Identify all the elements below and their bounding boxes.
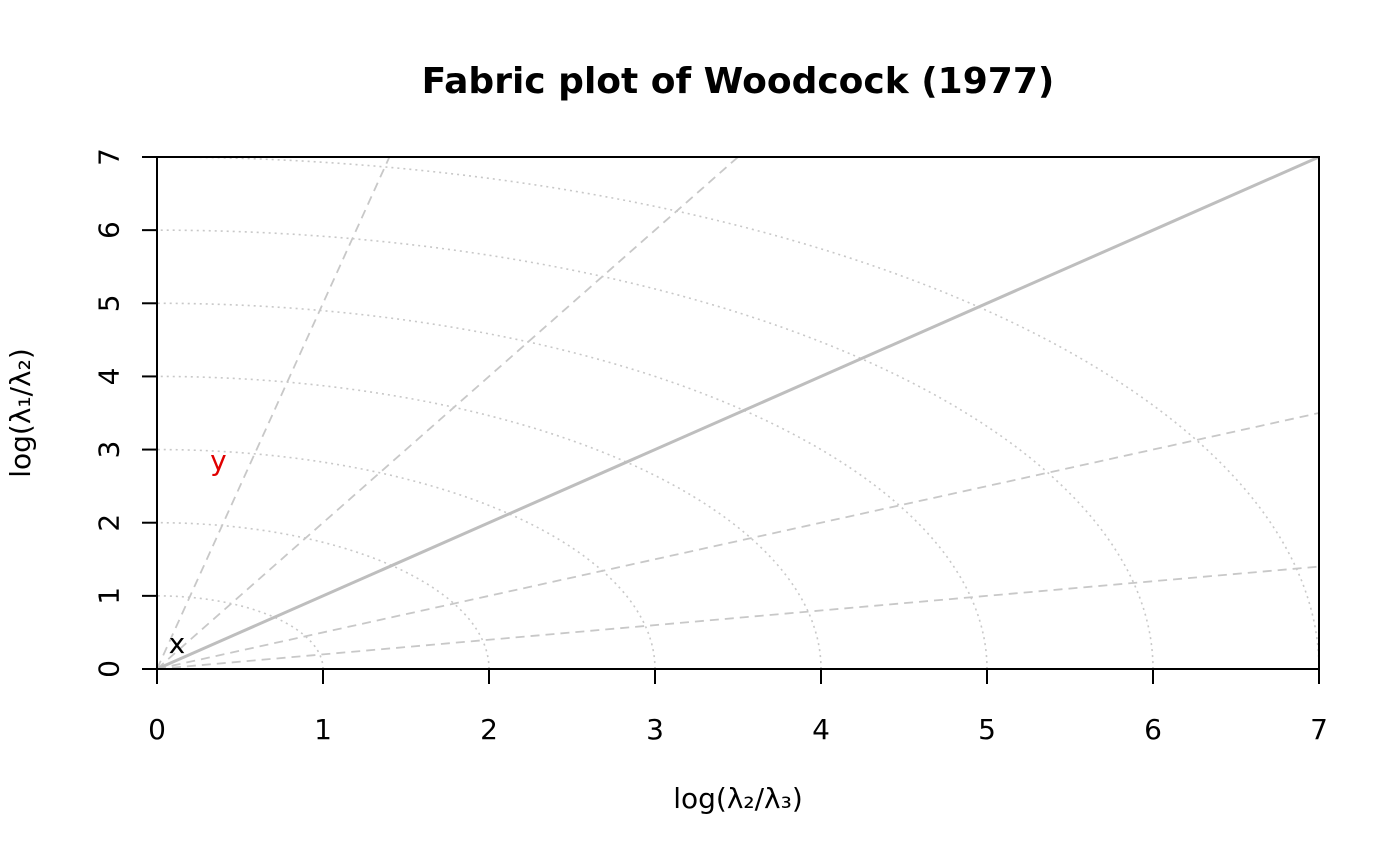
x-axis: 0 1 2 3 4 5 6 7 bbox=[148, 669, 1328, 746]
y-tick-label: 6 bbox=[93, 221, 126, 239]
y-tick-label: 2 bbox=[93, 514, 126, 532]
x-axis-label: log(λ₂/λ₃) bbox=[673, 782, 803, 815]
y-tick-label: 0 bbox=[93, 660, 126, 678]
guide-line bbox=[157, 157, 740, 669]
y-tick-label: 4 bbox=[93, 368, 126, 386]
reference-line bbox=[156, 155, 1320, 671]
guide-line bbox=[157, 412, 1319, 669]
guide-arc bbox=[157, 448, 656, 669]
chart-title: Fabric plot of Woodcock (1977) bbox=[422, 61, 1055, 102]
x-tick-label: 1 bbox=[314, 713, 332, 746]
x-tick-label: 5 bbox=[978, 713, 996, 746]
x-tick-label: 6 bbox=[1144, 713, 1162, 746]
point-y: y bbox=[210, 444, 227, 477]
y-tick-label: 5 bbox=[93, 294, 126, 312]
y-axis: 0 1 2 3 4 5 6 7 bbox=[93, 148, 157, 678]
plot-frame bbox=[156, 156, 1320, 670]
point-x: x bbox=[169, 627, 186, 660]
x-tick-label: 4 bbox=[812, 713, 830, 746]
guide-line bbox=[157, 565, 1319, 669]
y-tick-label: 1 bbox=[93, 587, 126, 605]
y-tick-label: 3 bbox=[93, 441, 126, 459]
y-axis-label: log(λ₁/λ₂) bbox=[4, 348, 37, 478]
y-tick-label: 7 bbox=[93, 148, 126, 166]
guide-arc bbox=[157, 521, 490, 669]
x-tick-label: 0 bbox=[148, 713, 166, 746]
points-layer: xy bbox=[169, 444, 227, 660]
x-tick-label: 3 bbox=[646, 713, 664, 746]
x-tick-label: 7 bbox=[1310, 713, 1328, 746]
guide-arc bbox=[157, 375, 822, 669]
reference-line-layer bbox=[156, 155, 1320, 671]
guide-arc bbox=[157, 302, 988, 669]
x-tick-label: 2 bbox=[480, 713, 498, 746]
